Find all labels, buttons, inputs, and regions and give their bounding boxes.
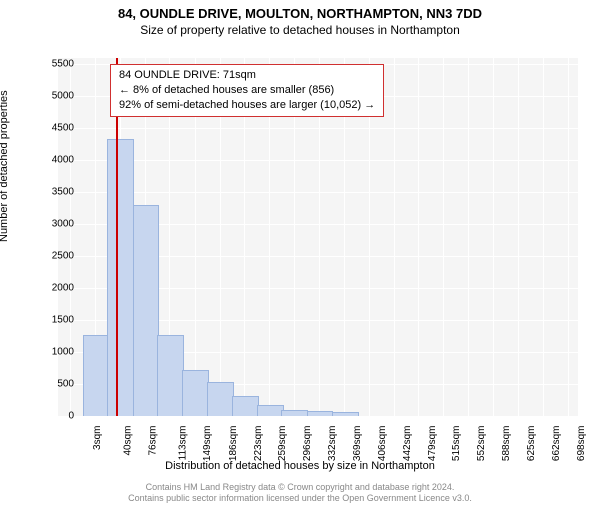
xtick-label: 332sqm xyxy=(327,426,338,462)
ytick-label: 2500 xyxy=(34,251,74,262)
histogram-bar xyxy=(307,411,334,416)
annotation-box: 84 OUNDLE DRIVE: 71sqm ← 8% of detached … xyxy=(110,64,384,117)
xtick-label: 296sqm xyxy=(302,426,313,462)
xtick-label: 588sqm xyxy=(501,426,512,462)
gridline-horizontal xyxy=(58,416,578,417)
gridline-vertical xyxy=(568,58,569,416)
x-axis-label: Distribution of detached houses by size … xyxy=(0,460,600,472)
xtick-label: 479sqm xyxy=(427,426,438,462)
histogram-bar xyxy=(133,205,160,416)
gridline-vertical xyxy=(70,58,71,416)
ytick-label: 4500 xyxy=(34,123,74,134)
ytick-label: 1000 xyxy=(34,347,74,358)
footer-line-2: Contains public sector information licen… xyxy=(0,493,600,504)
chart-title-sub: Size of property relative to detached ho… xyxy=(0,23,600,37)
xtick-label: 698sqm xyxy=(576,426,587,462)
annotation-line-3: 92% of semi-detached houses are larger (… xyxy=(119,98,375,113)
histogram-bar xyxy=(107,139,134,416)
histogram-bar xyxy=(157,335,184,416)
gridline-vertical xyxy=(418,58,419,416)
annotation-line-1: 84 OUNDLE DRIVE: 71sqm xyxy=(119,68,375,83)
xtick-label: 40sqm xyxy=(123,426,134,456)
footer-attribution: Contains HM Land Registry data © Crown c… xyxy=(0,482,600,504)
histogram-bar xyxy=(207,382,234,416)
ytick-label: 5500 xyxy=(34,59,74,70)
ytick-label: 4000 xyxy=(34,155,74,166)
xtick-label: 3sqm xyxy=(92,426,103,450)
histogram-bar xyxy=(332,412,359,416)
xtick-label: 625sqm xyxy=(526,426,537,462)
gridline-horizontal xyxy=(58,160,578,161)
histogram-bar xyxy=(182,370,209,416)
gridline-vertical xyxy=(468,58,469,416)
chart-title-main: 84, OUNDLE DRIVE, MOULTON, NORTHAMPTON, … xyxy=(0,6,600,21)
ytick-label: 5000 xyxy=(34,91,74,102)
ytick-label: 1500 xyxy=(34,315,74,326)
gridline-vertical xyxy=(493,58,494,416)
gridline-vertical xyxy=(543,58,544,416)
ytick-label: 2000 xyxy=(34,283,74,294)
annotation-line-2: ← 8% of detached houses are smaller (856… xyxy=(119,83,375,98)
gridline-vertical xyxy=(518,58,519,416)
histogram-bar xyxy=(83,335,110,416)
histogram-bar xyxy=(281,410,308,416)
xtick-label: 369sqm xyxy=(352,426,363,462)
y-axis-label: Number of detached properties xyxy=(0,90,10,242)
xtick-label: 406sqm xyxy=(377,426,388,462)
xtick-label: 552sqm xyxy=(476,426,487,462)
xtick-label: 113sqm xyxy=(177,426,188,461)
histogram-bar xyxy=(257,405,284,416)
ytick-label: 3500 xyxy=(34,187,74,198)
ytick-label: 500 xyxy=(34,379,74,390)
xtick-label: 259sqm xyxy=(277,426,288,462)
xtick-label: 223sqm xyxy=(253,426,264,462)
xtick-label: 442sqm xyxy=(402,426,413,462)
xtick-label: 662sqm xyxy=(551,426,562,462)
xtick-label: 149sqm xyxy=(203,426,214,462)
gridline-vertical xyxy=(443,58,444,416)
ytick-label: 3000 xyxy=(34,219,74,230)
gridline-horizontal xyxy=(58,192,578,193)
gridline-vertical xyxy=(394,58,395,416)
footer-line-1: Contains HM Land Registry data © Crown c… xyxy=(0,482,600,493)
gridline-horizontal xyxy=(58,128,578,129)
xtick-label: 515sqm xyxy=(451,426,462,462)
ytick-label: 0 xyxy=(34,411,74,422)
xtick-label: 186sqm xyxy=(228,426,239,462)
histogram-bar xyxy=(232,396,259,416)
xtick-label: 76sqm xyxy=(147,426,158,456)
